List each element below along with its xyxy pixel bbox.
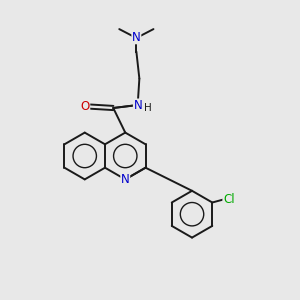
Text: N: N bbox=[134, 99, 142, 112]
Text: O: O bbox=[80, 100, 90, 113]
Text: N: N bbox=[132, 31, 141, 44]
Text: H: H bbox=[145, 103, 152, 113]
Text: N: N bbox=[121, 173, 130, 186]
Text: Cl: Cl bbox=[223, 193, 235, 206]
